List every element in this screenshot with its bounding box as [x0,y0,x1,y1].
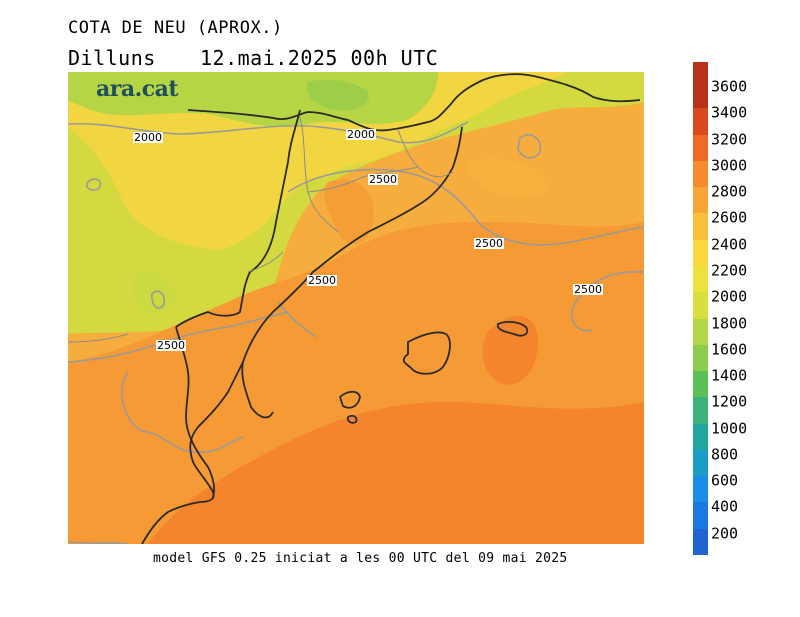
contour-label: 2000 [346,128,376,141]
legend-label: 2800 [711,182,748,201]
legend-label: 800 [711,445,739,464]
legend-label: 200 [711,524,739,543]
island-formentera [346,414,358,424]
legend-swatch [693,187,708,214]
legend-label: 3000 [711,156,748,175]
island-menorca [496,320,528,337]
legend-swatch [693,292,708,319]
snow-level-map [68,72,644,544]
day-label: Dilluns [68,46,156,70]
coastline-east [241,126,463,419]
legend-label: 1800 [711,314,748,332]
legend-label: 1200 [711,392,748,411]
legend-label: 1600 [711,340,748,359]
legend-swatch [693,318,708,346]
contour-label: 2500 [307,274,337,287]
contour-2500-east [571,271,644,332]
zone-1600 [307,79,369,111]
legend-label: 2000 [711,287,748,306]
color-legend-bar [693,62,708,556]
contour-label: 2500 [156,339,186,352]
legend-swatch [693,502,708,530]
island-ibiza [339,390,361,409]
legend-swatch [693,108,708,136]
legend-swatch [693,134,708,162]
legend-label: 1000 [711,419,748,438]
coastline-south [141,361,244,544]
legend-label: 1400 [711,366,748,385]
legend-swatch [693,449,708,477]
border-north [187,73,641,132]
contour-label: 2500 [368,173,398,186]
legend-label: 2600 [711,208,748,227]
contour-label: 2500 [573,283,603,296]
datetime-label: 12.mai.2025 00h UTC [200,46,439,70]
map-title: COTA DE NEU (APROX.) [68,18,283,38]
legend-swatch [693,160,708,188]
contour-label: 2000 [133,131,163,144]
legend-swatch [693,476,708,503]
island-mallorca [402,331,451,375]
zone-2800 [148,402,644,544]
ara-cat-logo: ara.cat [96,76,179,102]
legend-swatch [693,423,708,451]
legend-swatch [693,528,708,556]
legend-label: 3400 [711,103,748,122]
border-spain-france [175,109,301,328]
legend-swatch [693,239,708,267]
legend-swatch [693,397,708,425]
model-footer: model GFS 0.25 iniciat a les 00 UTC del … [153,551,568,566]
legend-swatch [693,265,708,293]
contour-2000-top [68,121,469,144]
legend-swatch [693,344,708,372]
legend-swatch [693,62,708,82]
color-legend-labels: 3600 3400 3200 3000 2800 2600 2400 2200 2000 1800… [711,62,791,555]
contour-2500-left [68,311,289,363]
legend-label: 600 [711,471,739,490]
legend-label: 3200 [711,130,748,149]
legend-label: 2400 [711,235,748,254]
legend-swatch [693,213,708,241]
map-subtitle: Dilluns 12.mai.2025 00h UTC [68,46,438,70]
contour-2500-center [287,168,644,246]
legend-label: 2200 [711,261,748,280]
zone-2200 [68,72,568,250]
legend-swatch [693,371,708,398]
legend-label: 3600 [711,77,748,96]
legend-label: 400 [711,497,739,516]
contour-label: 2500 [474,237,504,250]
legend-swatch [693,82,708,109]
